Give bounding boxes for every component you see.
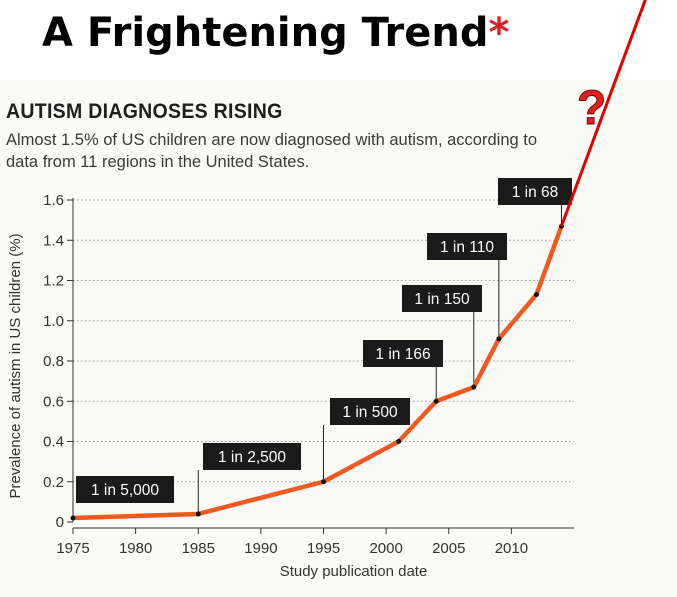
annotation-box [76, 476, 174, 503]
leader-layer [72, 205, 562, 518]
series-line [70, 223, 564, 521]
annotation-label: 1 in 2,500 [218, 449, 286, 466]
x-tick-label: 1975 [56, 540, 89, 557]
y-tick-label: 1.2 [43, 273, 64, 290]
x-tick-label: 1995 [307, 540, 340, 557]
data-point [433, 398, 439, 404]
slide-title-text: A Frightening Trend [42, 10, 489, 56]
y-axis-label: Prevalence of autism in US children (%) [7, 233, 24, 498]
annotation-box [402, 285, 482, 312]
x-tick-label: 1985 [182, 540, 215, 557]
data-point [496, 336, 502, 342]
question-mark: ? [577, 82, 606, 135]
data-point [195, 511, 201, 517]
chart-subtitle: Almost 1.5% of US children are now diagn… [6, 131, 538, 171]
x-tick-label: 2005 [432, 540, 465, 557]
data-point [471, 384, 477, 390]
annotation-label: 1 in 150 [414, 291, 470, 308]
annotation-box [427, 233, 507, 260]
annotation-label: 1 in 110 [440, 239, 494, 256]
annotation-label: 1 in 68 [512, 184, 559, 201]
chart-title: AUTISM DIAGNOSES RISING [6, 100, 283, 123]
data-point [533, 292, 539, 298]
title-asterisk: * [488, 10, 510, 56]
annotation-box [363, 340, 443, 367]
annotation-box [330, 398, 410, 425]
data-point [70, 515, 76, 521]
annotation-label: 1 in 166 [375, 346, 430, 363]
y-tick-label: 0.8 [43, 353, 64, 370]
x-tick-label: 2010 [495, 540, 528, 557]
y-tick-label: 1.0 [43, 313, 64, 330]
projection-line [560, 0, 647, 227]
x-axis-label: Study publication date [280, 563, 428, 580]
annotation-label: 1 in 500 [342, 404, 398, 421]
annotation-box [203, 443, 301, 470]
y-tick-label: 0 [56, 514, 64, 531]
slide-title: A Frightening Trend* [42, 6, 509, 60]
axes-layer: 0 0.2 0.4 0.6 0.8 1.0 1.2 1.4 1.6 1975 1980 1985 199… [7, 192, 574, 580]
y-tick-label: 1.6 [43, 192, 64, 209]
y-tick-label: 1.4 [43, 232, 64, 249]
chart-figure: AUTISM DIAGNOSES RISING Almost 1.5% of U… [0, 80, 677, 597]
data-point [321, 479, 326, 485]
y-tick-label: 0.6 [43, 393, 64, 410]
label-layer: 1 in 5,000 1 in 2,500 1 in 500 1 in 166 1 in… [76, 178, 572, 503]
x-tick-label: 1980 [119, 540, 152, 557]
series-layer [70, 223, 564, 521]
projection-layer: ? [560, 0, 647, 227]
annotation-box [498, 178, 572, 205]
annotation-label: 1 in 5,000 [91, 482, 159, 499]
data-point [396, 439, 402, 444]
x-tick-label: 2000 [369, 540, 402, 557]
y-tick-label: 0.4 [43, 434, 64, 451]
x-tick-label: 1990 [244, 540, 277, 557]
y-tick-label: 0.2 [43, 474, 64, 491]
